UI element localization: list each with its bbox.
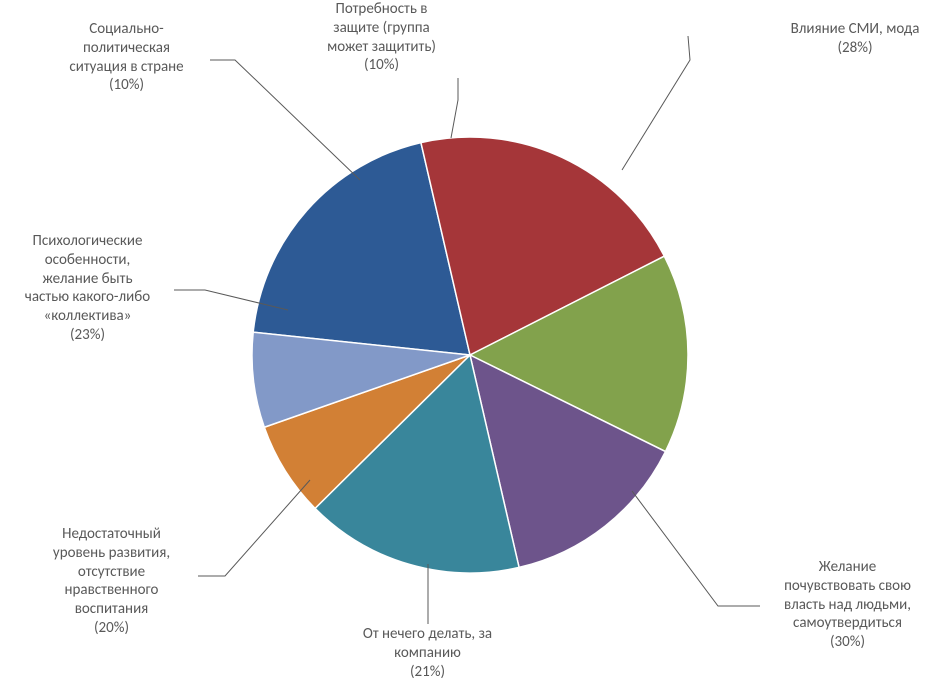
leader-line [622,36,690,170]
slice-label: От нечего делать, за компанию (21%) [335,625,520,681]
slice-label: Недостаточный уровень развития, отсутств… [24,525,199,638]
slice-label: Желание почувствовать свою власть над лю… [760,558,935,652]
leader-line [210,60,360,180]
slice-label: Влияние СМИ, мода (28%) [770,20,940,58]
pie-chart: Влияние СМИ, мода (28%) Желание почувство… [0,0,940,698]
leader-line [632,491,760,606]
slice-label: Психологические особенности, желание быт… [0,232,175,345]
leader-line [451,78,458,138]
slice-label: Социально- политическая ситуация в стран… [44,20,209,95]
slice-label: Потребность в защите (группа может защит… [304,0,459,75]
leader-line [198,480,310,576]
